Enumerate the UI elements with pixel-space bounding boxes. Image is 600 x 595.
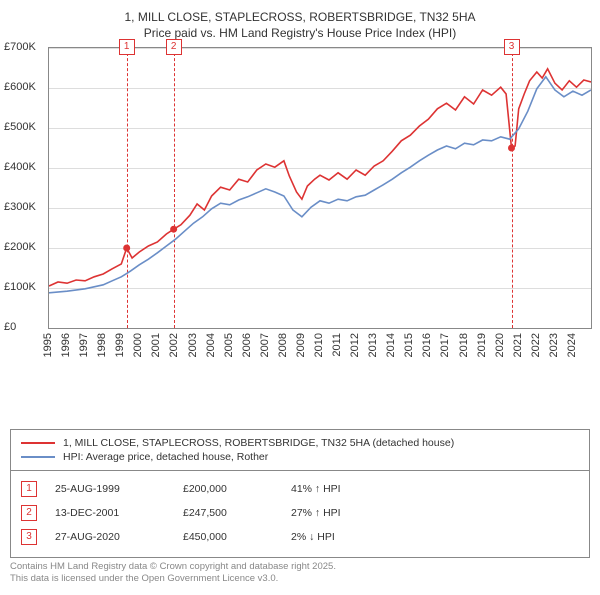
x-tick-label: 2008 <box>277 333 289 357</box>
disclaimer-line-2: This data is licensed under the Open Gov… <box>10 573 590 585</box>
x-tick-label: 2005 <box>223 333 235 357</box>
x-tick-label: 1997 <box>78 333 90 357</box>
x-tick-label: 2000 <box>132 333 144 357</box>
series-marker <box>170 226 177 233</box>
series-marker <box>123 245 130 252</box>
reference-badge: 3 <box>504 39 520 55</box>
event-date: 13-DEC-2001 <box>55 507 165 519</box>
x-tick-label: 2021 <box>512 333 524 357</box>
x-tick-label: 1995 <box>42 333 54 357</box>
event-pct: 41% ↑ HPI <box>291 483 341 495</box>
series-line <box>49 77 591 293</box>
x-tick-label: 2011 <box>331 333 343 357</box>
x-tick-label: 2013 <box>367 333 379 357</box>
legend-label-2: HPI: Average price, detached house, Roth… <box>63 451 268 463</box>
x-tick-label: 1999 <box>114 333 126 357</box>
y-tick-label: £600K <box>4 81 36 93</box>
event-pct: 2% ↓ HPI <box>291 531 335 543</box>
y-tick-label: £200K <box>4 241 36 253</box>
event-date: 25-AUG-1999 <box>55 483 165 495</box>
chart-svg <box>49 48 591 328</box>
chart-title: 1, MILL CLOSE, STAPLECROSS, ROBERTSBRIDG… <box>10 10 590 41</box>
chart-area: £0£100K£200K£300K£400K£500K£600K£700K199… <box>10 47 590 387</box>
event-price: £247,500 <box>183 507 273 519</box>
event-badge: 3 <box>21 529 37 545</box>
legend-row-2: HPI: Average price, detached house, Roth… <box>21 450 579 464</box>
title-line-1: 1, MILL CLOSE, STAPLECROSS, ROBERTSBRIDG… <box>10 10 590 26</box>
x-tick-label: 2003 <box>187 333 199 357</box>
x-tick-label: 2004 <box>205 333 217 357</box>
x-tick-label: 2016 <box>421 333 433 357</box>
legend-row-1: 1, MILL CLOSE, STAPLECROSS, ROBERTSBRIDG… <box>21 436 579 450</box>
event-row: 3 27-AUG-2020 £450,000 2% ↓ HPI <box>21 525 579 549</box>
x-tick-label: 2023 <box>548 333 560 357</box>
x-tick-label: 1996 <box>60 333 72 357</box>
series-line <box>49 69 591 286</box>
y-tick-label: £100K <box>4 281 36 293</box>
x-tick-label: 2019 <box>476 333 488 357</box>
plot-frame <box>48 47 592 329</box>
y-tick-label: £300K <box>4 201 36 213</box>
x-tick-label: 2012 <box>349 333 361 357</box>
x-tick-label: 2015 <box>403 333 415 357</box>
disclaimer: Contains HM Land Registry data © Crown c… <box>10 561 590 585</box>
x-tick-label: 1998 <box>96 333 108 357</box>
legend-swatch-2 <box>21 456 55 458</box>
event-badge: 1 <box>21 481 37 497</box>
event-row: 1 25-AUG-1999 £200,000 41% ↑ HPI <box>21 477 579 501</box>
x-tick-label: 2006 <box>241 333 253 357</box>
x-tick-label: 2022 <box>530 333 542 357</box>
x-tick-label: 2010 <box>313 333 325 357</box>
y-tick-label: £700K <box>4 41 36 53</box>
legend: 1, MILL CLOSE, STAPLECROSS, ROBERTSBRIDG… <box>10 429 590 471</box>
event-price: £450,000 <box>183 531 273 543</box>
x-tick-label: 2020 <box>494 333 506 357</box>
x-tick-label: 2018 <box>458 333 470 357</box>
x-tick-label: 2009 <box>295 333 307 357</box>
x-tick-label: 2017 <box>439 333 451 357</box>
event-date: 27-AUG-2020 <box>55 531 165 543</box>
y-tick-label: £500K <box>4 121 36 133</box>
x-tick-label: 2024 <box>566 333 578 357</box>
event-badge: 2 <box>21 505 37 521</box>
reference-badge: 2 <box>166 39 182 55</box>
x-tick-label: 2001 <box>150 333 162 357</box>
x-tick-label: 2002 <box>168 333 180 357</box>
event-price: £200,000 <box>183 483 273 495</box>
event-pct: 27% ↑ HPI <box>291 507 341 519</box>
disclaimer-line-1: Contains HM Land Registry data © Crown c… <box>10 561 590 573</box>
x-tick-label: 2014 <box>385 333 397 357</box>
legend-swatch-1 <box>21 442 55 444</box>
y-tick-label: £0 <box>4 321 16 333</box>
chart-container: 1, MILL CLOSE, STAPLECROSS, ROBERTSBRIDG… <box>10 10 590 585</box>
event-row: 2 13-DEC-2001 £247,500 27% ↑ HPI <box>21 501 579 525</box>
y-tick-label: £400K <box>4 161 36 173</box>
x-tick-label: 2007 <box>259 333 271 357</box>
series-marker <box>508 145 515 152</box>
events-table: 1 25-AUG-1999 £200,000 41% ↑ HPI 2 13-DEC-200… <box>10 471 590 558</box>
legend-label-1: 1, MILL CLOSE, STAPLECROSS, ROBERTSBRIDG… <box>63 437 454 449</box>
reference-badge: 1 <box>119 39 135 55</box>
